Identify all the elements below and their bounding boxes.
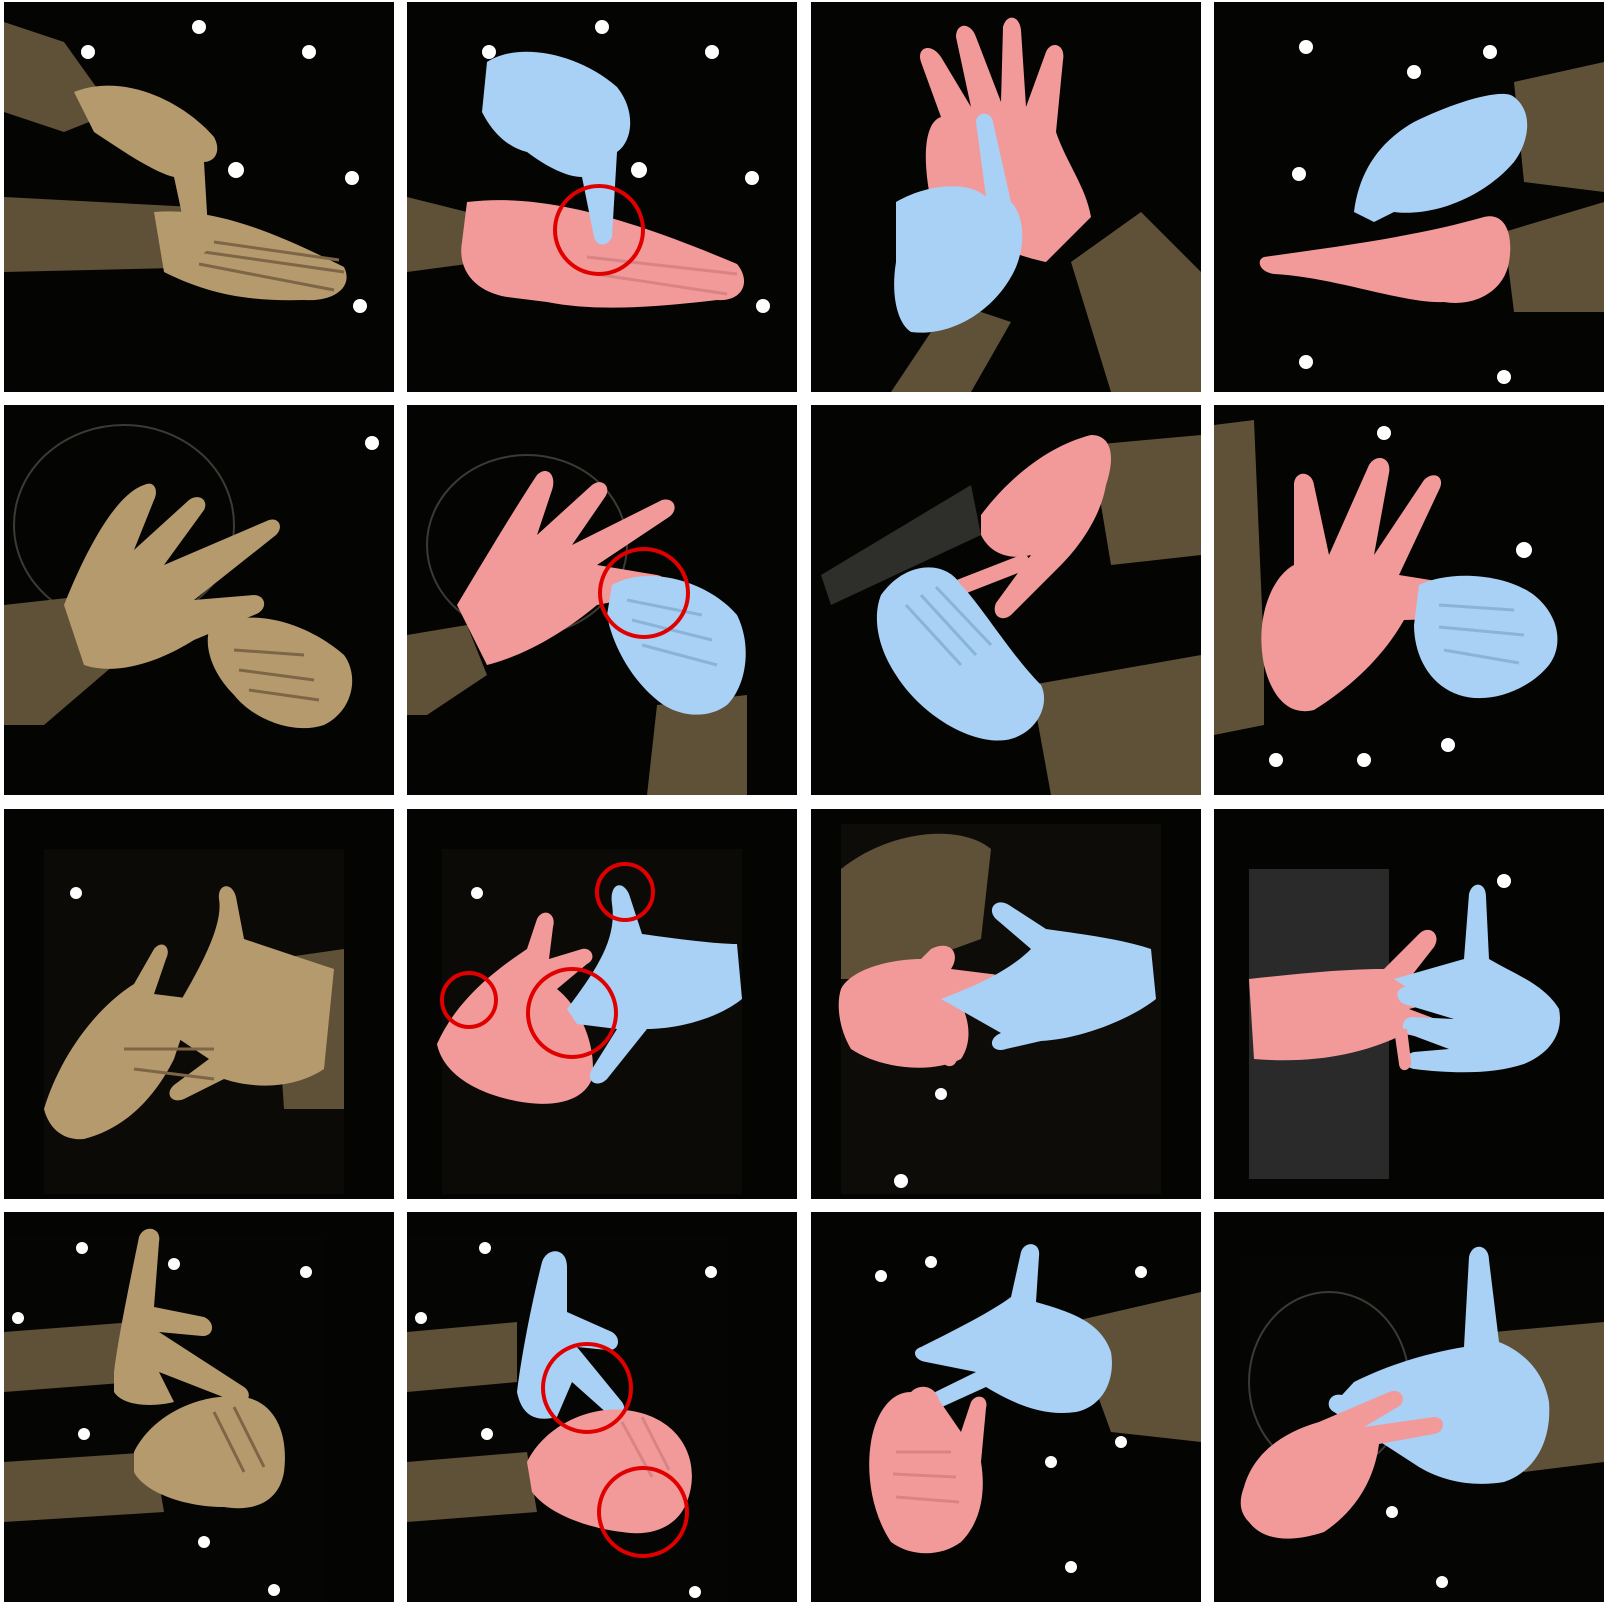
left-hand-mesh [1394,885,1560,1073]
tile-r1-c4-render [1214,2,1604,392]
render-pinching-finger-2 [811,1212,1201,1602]
tile-r3-c1-photo [4,809,394,1199]
render-finger-held-in-grip-2 [1214,405,1604,795]
photo-index-finger-on-back-of-hand [4,2,394,392]
gripping-hand [208,618,352,729]
overlay-hand-gripping-fingers [407,405,797,795]
tile-r2-c4-render [1214,405,1604,795]
photo-pinching-finger [4,1212,394,1602]
right-hand-mesh [981,435,1111,618]
overlay-interlocked-fingers [407,809,797,1199]
tile-r3-c3-render [811,809,1201,1199]
render-finger-against-open-palm [811,2,1201,392]
tile-r4-c3-render [811,1212,1201,1602]
left-hand-mesh [607,576,746,715]
tile-r3-c2-overlay [407,809,797,1199]
overlay-index-finger-on-back-of-hand [407,2,797,392]
left-hand-mesh [915,1244,1112,1413]
render-hand-resting-on-flat-hand [1214,2,1604,392]
left-hand-mesh [1414,576,1557,698]
render-pinching-finger-3 [1214,1212,1604,1602]
tile-r2-c2-overlay [407,405,797,795]
tile-r4-c1-photo [4,1212,394,1602]
tile-r4-c4-render [1214,1212,1604,1602]
right-hand-mesh [1260,216,1511,303]
tile-r3-c4-render [1214,809,1604,1199]
tile-r2-c3-render [811,405,1201,795]
render-interlocked-fingers [811,809,1201,1199]
overlay-pinching-finger [407,1212,797,1602]
tile-r1-c2-overlay [407,2,797,392]
tile-r4-c2-overlay [407,1212,797,1602]
render-finger-held-in-grip [811,405,1201,795]
tile-r1-c1-photo [4,2,394,392]
right-hand-mesh [869,1387,986,1554]
left-hand-mesh [1354,94,1527,222]
photo-hand-gripping-fingers [4,405,394,795]
tile-r2-c1-photo [4,405,394,795]
photo-interlocked-fingers [4,809,394,1199]
tile-r1-c3-render [811,2,1201,392]
render-interlocked-fingers-2 [1214,809,1604,1199]
